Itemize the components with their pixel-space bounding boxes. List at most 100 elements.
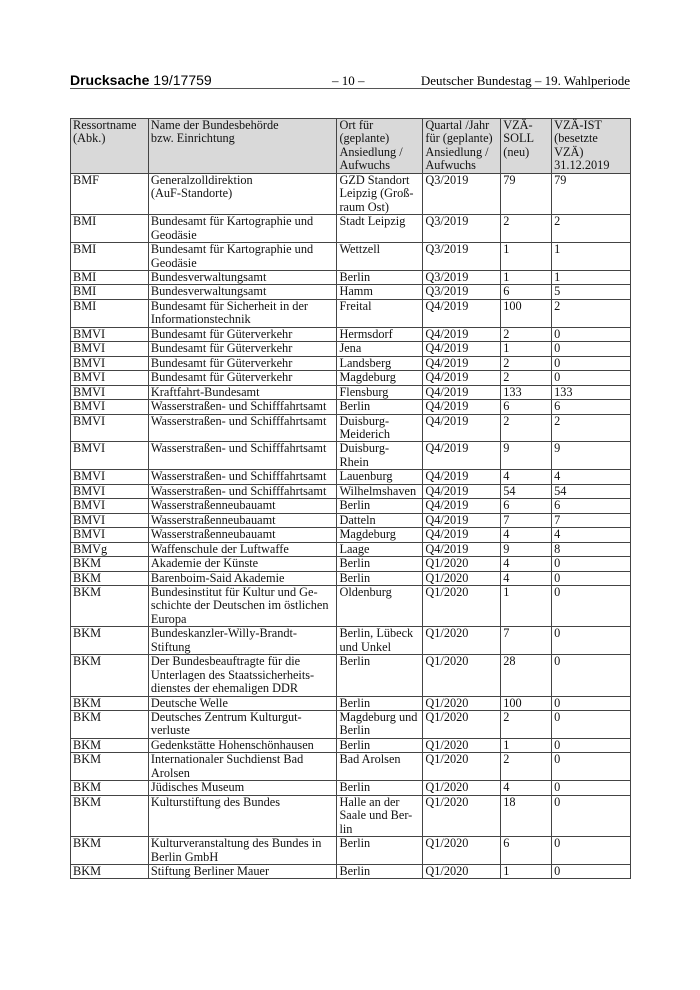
table-row: BMVI Bundesamt für Güterverkehr Landsberg Q… [70,355,631,372]
quartal-cell: Q1/2020 [422,570,502,586]
ist-cell: 0 [551,794,631,838]
soll-cell: 1 [500,242,553,271]
soll-cell: 1 [500,863,553,880]
quartal-cell: Q1/2020 [422,794,502,838]
behoerde-cell: Bundesamt für Güterverkehr [147,341,338,357]
behoerde-cell: Bundesamt für Güterverkehr [147,326,338,343]
soll-cell: 4 [500,780,553,796]
table-row: BMI Bundesverwaltungsamt Hamm Q3/2019 6 5 [70,284,631,300]
table-row: BMI Bundesamt für Kartographie und Geodäs… [70,214,631,244]
ist-cell: 0 [551,737,631,754]
quartal-cell: Q1/2020 [422,780,502,796]
behoerde-cell: Der Bundesbeauftragte für die Unterlagen… [147,654,338,697]
behoerde-cell: Bundesverwaltungsamt [147,269,338,286]
ressort-cell: BMVg [70,541,149,558]
behoerde-cell: Wasserstraßen- und Schifffahrtsamt [147,441,338,471]
ressort-cell: BKM [70,626,149,656]
ort-cell: Laage [336,541,424,558]
ist-cell: 6 [551,399,631,415]
behoerde-cell: Barenboim-Said Akademie [147,570,338,586]
ressort-cell: BKM [70,556,149,572]
ort-cell: GZD Standort Leipzig (Groß- raum Ost) [336,172,424,216]
behoerde-cell: Generalzolldirektion (AuF-Standorte) [147,172,338,216]
table-row: BMI Bundesamt für Kartographie und Geodäs… [70,242,631,271]
quartal-cell: Q1/2020 [422,863,502,880]
ressort-cell: BKM [70,752,149,782]
ort-cell: Berlin [336,570,424,586]
quartal-cell: Q4/2019 [422,355,502,372]
ort-cell: Halle an der Saale und Ber- lin [336,794,424,838]
ort-cell: Freital [336,298,424,328]
table-row: BKM Bundeskanzler-Willy-Brandt- Stiftung B… [70,626,631,656]
soll-cell: 54 [500,483,553,500]
quartal-cell: Q1/2020 [422,710,502,739]
ort-cell: Berlin, Lübeck und Unkel [336,626,424,656]
soll-cell: 1 [500,737,553,754]
behoerde-cell: Bundesamt für Kartographie und Geodäsie [147,242,338,271]
behoerde-cell: Wasserstraßen- und Schifffahrtsamt [147,469,338,485]
table-row: BMVI Wasserstraßenneubauamt Berlin Q4/2019 6… [70,498,631,514]
soll-cell: 9 [500,441,553,471]
quartal-cell: Q1/2020 [422,626,502,656]
soll-cell: 133 [500,384,553,401]
ist-cell: 4 [551,469,631,485]
ressort-cell: BMI [70,284,149,300]
table-row: BMVI Wasserstraßenneubauamt Datteln Q4/2019… [70,512,631,529]
behoerde-cell: Wasserstraßenneubauamt [147,512,338,529]
behoerde-cell: Internationaler Suchdienst Bad Arolsen [147,752,338,782]
table-row: BMI Bundesverwaltungsamt Berlin Q3/2019 1 1 [70,269,631,286]
behoerde-cell: Bundesamt für Kartographie und Geodäsie [147,214,338,244]
doc-label: Drucksache [70,72,150,88]
ist-cell: 0 [551,370,631,386]
table-row: BMVI Bundesamt für Güterverkehr Magdeburg Q… [70,370,631,386]
table-row: BMVI Kraftfahrt-Bundesamt Flensburg Q4/2019… [70,384,631,401]
publisher: Deutscher Bundestag – 19. Wahlperiode [420,73,630,88]
ressort-cell: BKM [70,654,149,697]
quartal-cell: Q4/2019 [422,413,502,443]
quartal-cell: Q3/2019 [422,172,502,216]
behoerde-cell: Kraftfahrt-Bundesamt [147,384,338,401]
ressort-cell: BKM [70,710,149,739]
table-row: BKM Deutsches Zentrum Kulturgut- verluste… [70,710,631,739]
behoerde-cell: Wasserstraßenneubauamt [147,498,338,514]
ressort-cell: BMVI [70,370,149,386]
ist-cell: 54 [551,483,631,500]
ort-cell: Magdeburg und Berlin [336,710,424,739]
ist-cell: 1 [551,242,631,271]
quartal-cell: Q4/2019 [422,512,502,529]
ort-cell: Berlin [336,269,424,286]
table-row: BKM Internationaler Suchdienst Bad Arolse… [70,752,631,782]
ressort-cell: BMVI [70,355,149,372]
ressort-cell: BMF [70,172,149,216]
soll-cell: 28 [500,654,553,697]
table-row: BMVI Wasserstraßen- und Schifffahrtsamt Du… [70,441,631,471]
column-header: Quartal /Jahr für (geplante) Ansiedlung … [422,118,502,174]
ort-cell: Berlin [336,556,424,572]
ressort-cell: BMVI [70,413,149,443]
quartal-cell: Q1/2020 [422,584,502,628]
ort-cell: Wilhelmshaven [336,483,424,500]
quartal-cell: Q4/2019 [422,498,502,514]
ressort-cell: BMVI [70,483,149,500]
ist-cell: 0 [551,863,631,880]
table-row: BKM Der Bundesbeauftragte für die Unterla… [70,654,631,697]
ort-cell: Stadt Leipzig [336,214,424,244]
page-number: – 10 – [332,73,365,88]
ist-cell: 0 [551,836,631,866]
behoerde-cell: Wasserstraßen- und Schifffahrtsamt [147,413,338,443]
ressort-cell: BMI [70,242,149,271]
ressort-cell: BMI [70,269,149,286]
ort-cell: Hermsdorf [336,326,424,343]
quartal-cell: Q1/2020 [422,654,502,697]
ist-cell: 0 [551,570,631,586]
soll-cell: 6 [500,284,553,300]
data-table: Ressortname (Abk.) Name der Bundesbehörde… [70,118,631,880]
soll-cell: 4 [500,527,553,543]
quartal-cell: Q3/2019 [422,242,502,271]
ressort-cell: BKM [70,737,149,754]
quartal-cell: Q1/2020 [422,836,502,866]
ort-cell: Duisburg- Rhein [336,441,424,471]
ort-cell: Berlin [336,498,424,514]
behoerde-cell: Bundesverwaltungsamt [147,284,338,300]
ort-cell: Berlin [336,695,424,712]
